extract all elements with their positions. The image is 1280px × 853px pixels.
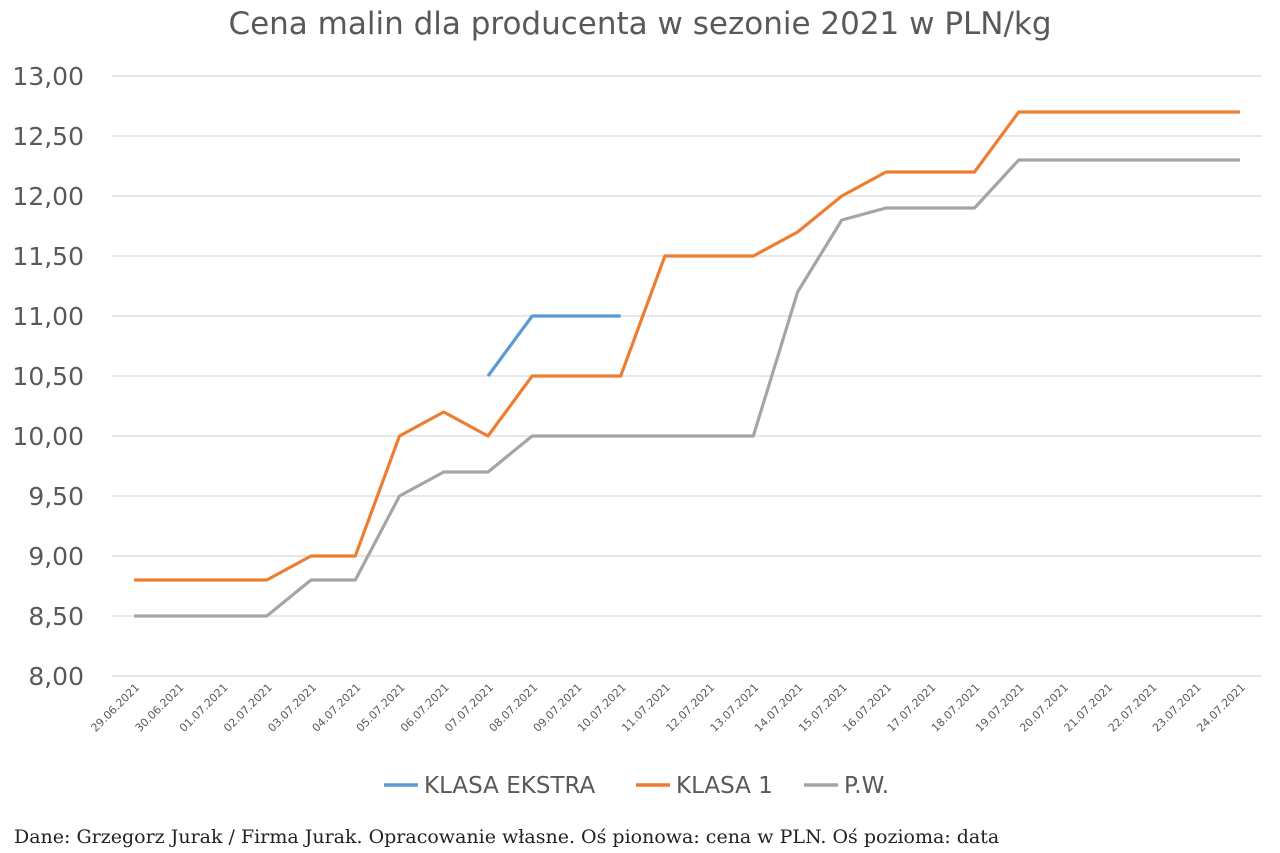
legend-item: KLASA EKSTRA [384, 773, 596, 799]
legend: KLASA EKSTRA KLASA 1 P.W. [384, 773, 889, 799]
series-lines [134, 110, 1240, 618]
legend-item: KLASA 1 [636, 773, 773, 799]
series-line [486, 314, 621, 377]
legend-label: KLASA EKSTRA [424, 773, 596, 799]
chart-title: Cena malin dla producenta w sezonie 2021… [228, 6, 1051, 42]
gridlines [112, 75, 1262, 677]
legend-item: P.W. [804, 773, 889, 799]
y-tick-label: 9,00 [28, 542, 84, 571]
y-tick-label: 11,00 [12, 302, 84, 331]
y-axis-ticks: 8,00 8,50 9,00 9,50 10,00 10,50 11,00 11,50 12,0… [12, 62, 84, 691]
y-tick-label: 10,00 [12, 422, 84, 451]
legend-label: KLASA 1 [676, 773, 773, 799]
x-axis-ticks: 29.06.202130.06.202101.07.202102.07.2021… [89, 681, 1248, 735]
y-tick-label: 9,50 [28, 482, 84, 511]
series-line [134, 110, 1240, 582]
y-tick-label: 11,50 [12, 242, 84, 271]
source-footnote: Dane: Grzegorz Jurak / Firma Jurak. Opra… [14, 826, 1000, 848]
series-line [134, 158, 1240, 618]
y-tick-label: 13,00 [12, 62, 84, 91]
y-tick-label: 8,00 [28, 662, 84, 691]
series-p-w [134, 158, 1240, 618]
y-tick-label: 10,50 [12, 362, 84, 391]
legend-label: P.W. [844, 773, 889, 799]
y-tick-label: 12,50 [12, 122, 84, 151]
series-klasa-1 [134, 110, 1240, 582]
y-tick-label: 12,00 [12, 182, 84, 211]
y-tick-label: 8,50 [28, 602, 84, 631]
series-klasa-ekstra [486, 314, 621, 377]
